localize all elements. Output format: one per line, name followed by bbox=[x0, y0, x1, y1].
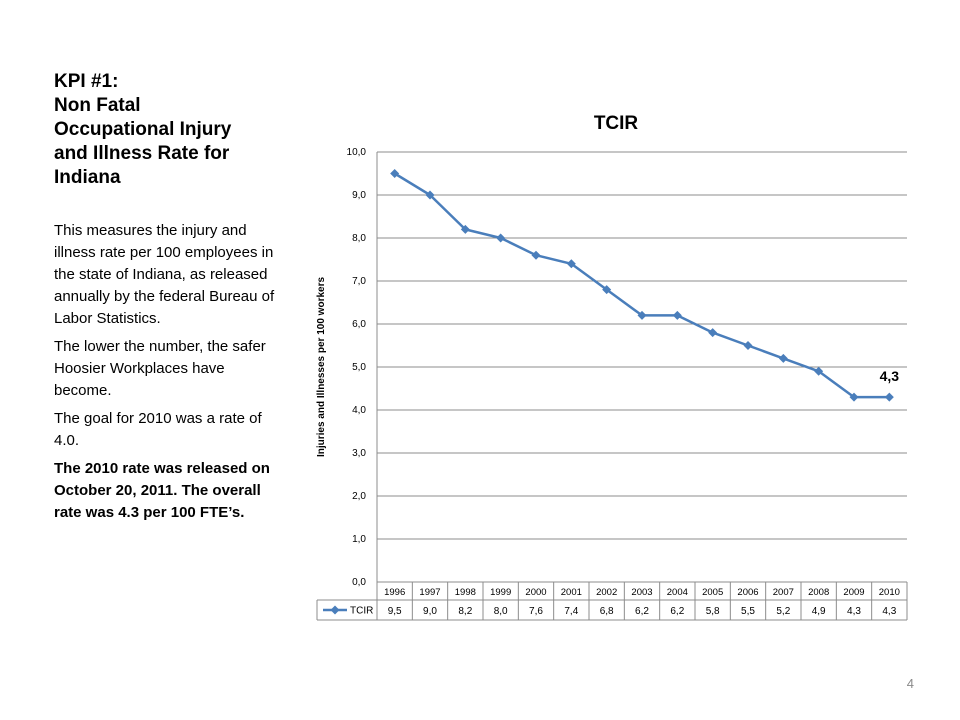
data-label: 4,3 bbox=[880, 368, 900, 384]
table-value: 6,2 bbox=[670, 606, 684, 617]
table-value: 4,3 bbox=[847, 606, 861, 617]
x-category-label: 2000 bbox=[525, 587, 546, 598]
y-tick-label: 5,0 bbox=[352, 362, 366, 373]
x-category-label: 2002 bbox=[596, 587, 617, 598]
y-tick-label: 8,0 bbox=[352, 233, 366, 244]
table-value: 6,2 bbox=[635, 606, 649, 617]
chart-title: TCIR bbox=[594, 113, 639, 134]
table-value: 8,0 bbox=[494, 606, 508, 617]
y-tick-label: 3,0 bbox=[352, 448, 366, 459]
y-tick-label: 10,0 bbox=[347, 147, 367, 158]
data-point bbox=[778, 353, 788, 363]
kpi-title-line: Indiana bbox=[54, 167, 121, 188]
table-value: 7,6 bbox=[529, 606, 543, 617]
table-value: 9,0 bbox=[423, 606, 437, 617]
kpi-title-line: and Illness Rate for bbox=[54, 143, 230, 164]
data-point bbox=[460, 224, 470, 234]
kpi-title-line: KPI #1: bbox=[54, 71, 119, 92]
legend-label: TCIR bbox=[350, 606, 373, 617]
y-tick-label: 6,0 bbox=[352, 319, 366, 330]
table-value: 5,2 bbox=[776, 606, 790, 617]
data-point bbox=[425, 190, 435, 200]
table-value: 5,8 bbox=[706, 606, 720, 617]
data-point bbox=[743, 341, 753, 350]
data-point bbox=[531, 250, 541, 260]
x-category-label: 2003 bbox=[631, 587, 652, 598]
description-paragraph: This measures the injury and illness rat… bbox=[54, 222, 275, 327]
x-category-label: 1996 bbox=[384, 587, 405, 598]
data-point bbox=[884, 392, 894, 402]
x-category-label: 2009 bbox=[843, 587, 864, 598]
description-paragraph: The lower the number, the safer Hoosier … bbox=[54, 338, 266, 399]
data-point bbox=[390, 169, 400, 178]
result-paragraph: The 2010 rate was released on October 20… bbox=[54, 460, 270, 521]
data-point bbox=[496, 233, 506, 243]
x-category-label: 2006 bbox=[737, 587, 758, 598]
table-value: 4,3 bbox=[882, 606, 896, 617]
table-value: 9,5 bbox=[388, 606, 402, 617]
table-value: 5,5 bbox=[741, 606, 755, 617]
x-category-label: 2004 bbox=[667, 587, 688, 598]
x-category-label: 1997 bbox=[419, 587, 440, 598]
y-tick-label: 4,0 bbox=[352, 405, 366, 416]
goal-paragraph: The goal for 2010 was a rate of 4.0. bbox=[54, 410, 262, 449]
y-tick-label: 1,0 bbox=[352, 534, 366, 545]
x-category-label: 2007 bbox=[773, 587, 794, 598]
data-point bbox=[672, 310, 682, 320]
data-point bbox=[849, 392, 859, 402]
data-point bbox=[814, 366, 824, 376]
table-value: 7,4 bbox=[564, 606, 578, 617]
series-line bbox=[394, 172, 890, 399]
x-category-label: 1999 bbox=[490, 587, 511, 598]
x-category-label: 2001 bbox=[561, 587, 582, 598]
table-value: 8,2 bbox=[458, 606, 472, 617]
legend-marker-icon bbox=[330, 605, 340, 615]
x-category-label: 2010 bbox=[879, 587, 900, 598]
chart-area: TCIR 0,0 1,0 2,0 3,0 4,0 5,0 6,0 7,0 8,0 9,0 10,0 In… bbox=[300, 100, 920, 640]
y-tick-label: 9,0 bbox=[352, 190, 366, 201]
left-panel: KPI #1: Non Fatal Occupational Injury an… bbox=[54, 70, 284, 530]
x-category-label: 2008 bbox=[808, 587, 829, 598]
kpi-title: KPI #1: Non Fatal Occupational Injury an… bbox=[54, 70, 284, 190]
x-category-label: 1998 bbox=[455, 587, 476, 598]
x-category-label: 2005 bbox=[702, 587, 723, 598]
page-number: 4 bbox=[906, 676, 914, 691]
kpi-title-line: Occupational Injury bbox=[54, 119, 232, 140]
y-tick-label: 7,0 bbox=[352, 276, 366, 287]
kpi-title-line: Non Fatal bbox=[54, 95, 141, 116]
table-value: 6,8 bbox=[600, 606, 614, 617]
data-point bbox=[566, 259, 576, 269]
y-tick-label: 2,0 bbox=[352, 491, 366, 502]
data-point bbox=[602, 285, 612, 295]
y-tick-label: 0,0 bbox=[352, 577, 366, 588]
tcir-line-chart: TCIR 0,0 1,0 2,0 3,0 4,0 5,0 6,0 7,0 8,0 9,0 10,0 In… bbox=[316, 113, 908, 621]
data-point bbox=[637, 310, 647, 320]
table-value: 4,9 bbox=[812, 606, 826, 617]
data-point bbox=[708, 328, 718, 338]
y-axis-label: Injuries and Illnesses per 100 workers bbox=[316, 277, 327, 458]
